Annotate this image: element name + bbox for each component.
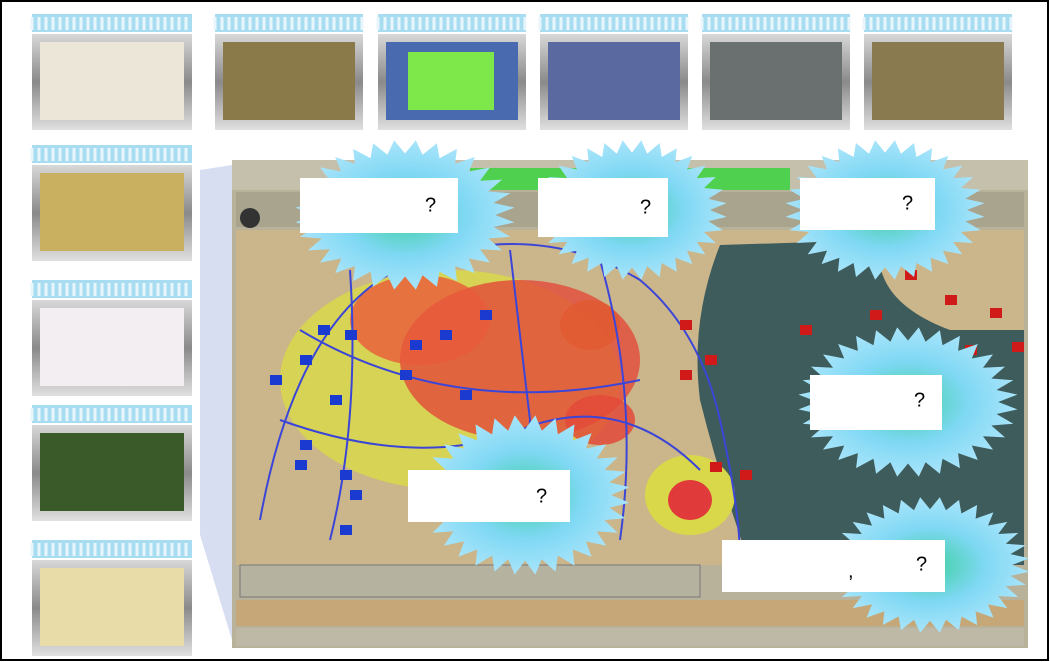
unit (330, 395, 342, 405)
unit (870, 310, 882, 320)
zone (565, 395, 635, 445)
thumb-label (32, 14, 192, 32)
unit (480, 310, 492, 320)
thumb-image (40, 433, 184, 511)
callout-text: ? (914, 389, 925, 411)
thumb-detail (408, 52, 494, 110)
thumb-image (40, 308, 184, 386)
unit (705, 355, 717, 365)
unit (440, 330, 452, 340)
callout-box (408, 470, 570, 522)
unit (680, 320, 692, 330)
thumb-label (32, 145, 192, 163)
unit (740, 470, 752, 480)
unit (318, 325, 330, 335)
unit (340, 525, 352, 535)
unit (680, 370, 692, 380)
road (599, 259, 628, 541)
callouts: ? ? ? ? ? , ? (300, 178, 945, 592)
thumb-image (710, 42, 842, 120)
callout-text: , (848, 560, 854, 582)
thumb-image (872, 42, 1004, 120)
callout-box (800, 178, 935, 230)
unit (270, 375, 282, 385)
road (329, 269, 354, 541)
unit (295, 460, 307, 470)
zone (350, 275, 490, 365)
bottom-toolbar (239, 564, 701, 598)
unit (400, 370, 412, 380)
callout-box (722, 540, 945, 592)
thumb-image (223, 42, 355, 120)
road (299, 329, 641, 394)
callout-box (810, 375, 942, 430)
callout-text: ? (916, 553, 927, 575)
thumb-label (32, 405, 192, 423)
unit (1012, 342, 1024, 352)
unit (710, 462, 722, 472)
thumb-image (40, 42, 184, 120)
unit (460, 390, 472, 400)
unit (905, 270, 917, 280)
thumb-image (40, 568, 184, 646)
unit (340, 470, 352, 480)
unit (945, 295, 957, 305)
zone (668, 480, 712, 520)
callout-text: ? (640, 196, 651, 218)
zone (560, 300, 620, 350)
thumbnails (30, 14, 1013, 656)
status-bar (236, 628, 1024, 646)
unit (990, 308, 1002, 318)
callout-text: ? (536, 485, 547, 507)
thumb-image (548, 42, 680, 120)
unit (345, 330, 357, 340)
callout-box (300, 178, 458, 233)
unit (300, 355, 312, 365)
callout-text: ? (425, 194, 436, 216)
thumb-label (32, 540, 192, 558)
callout-box (538, 178, 668, 237)
connector (200, 165, 232, 640)
thumb-image (40, 173, 184, 251)
unit (800, 325, 812, 335)
unit (350, 490, 362, 500)
callout-text: ? (902, 192, 913, 214)
thumb-label (32, 280, 192, 298)
tool-icon (240, 208, 260, 228)
unit (410, 340, 422, 350)
unit (300, 440, 312, 450)
